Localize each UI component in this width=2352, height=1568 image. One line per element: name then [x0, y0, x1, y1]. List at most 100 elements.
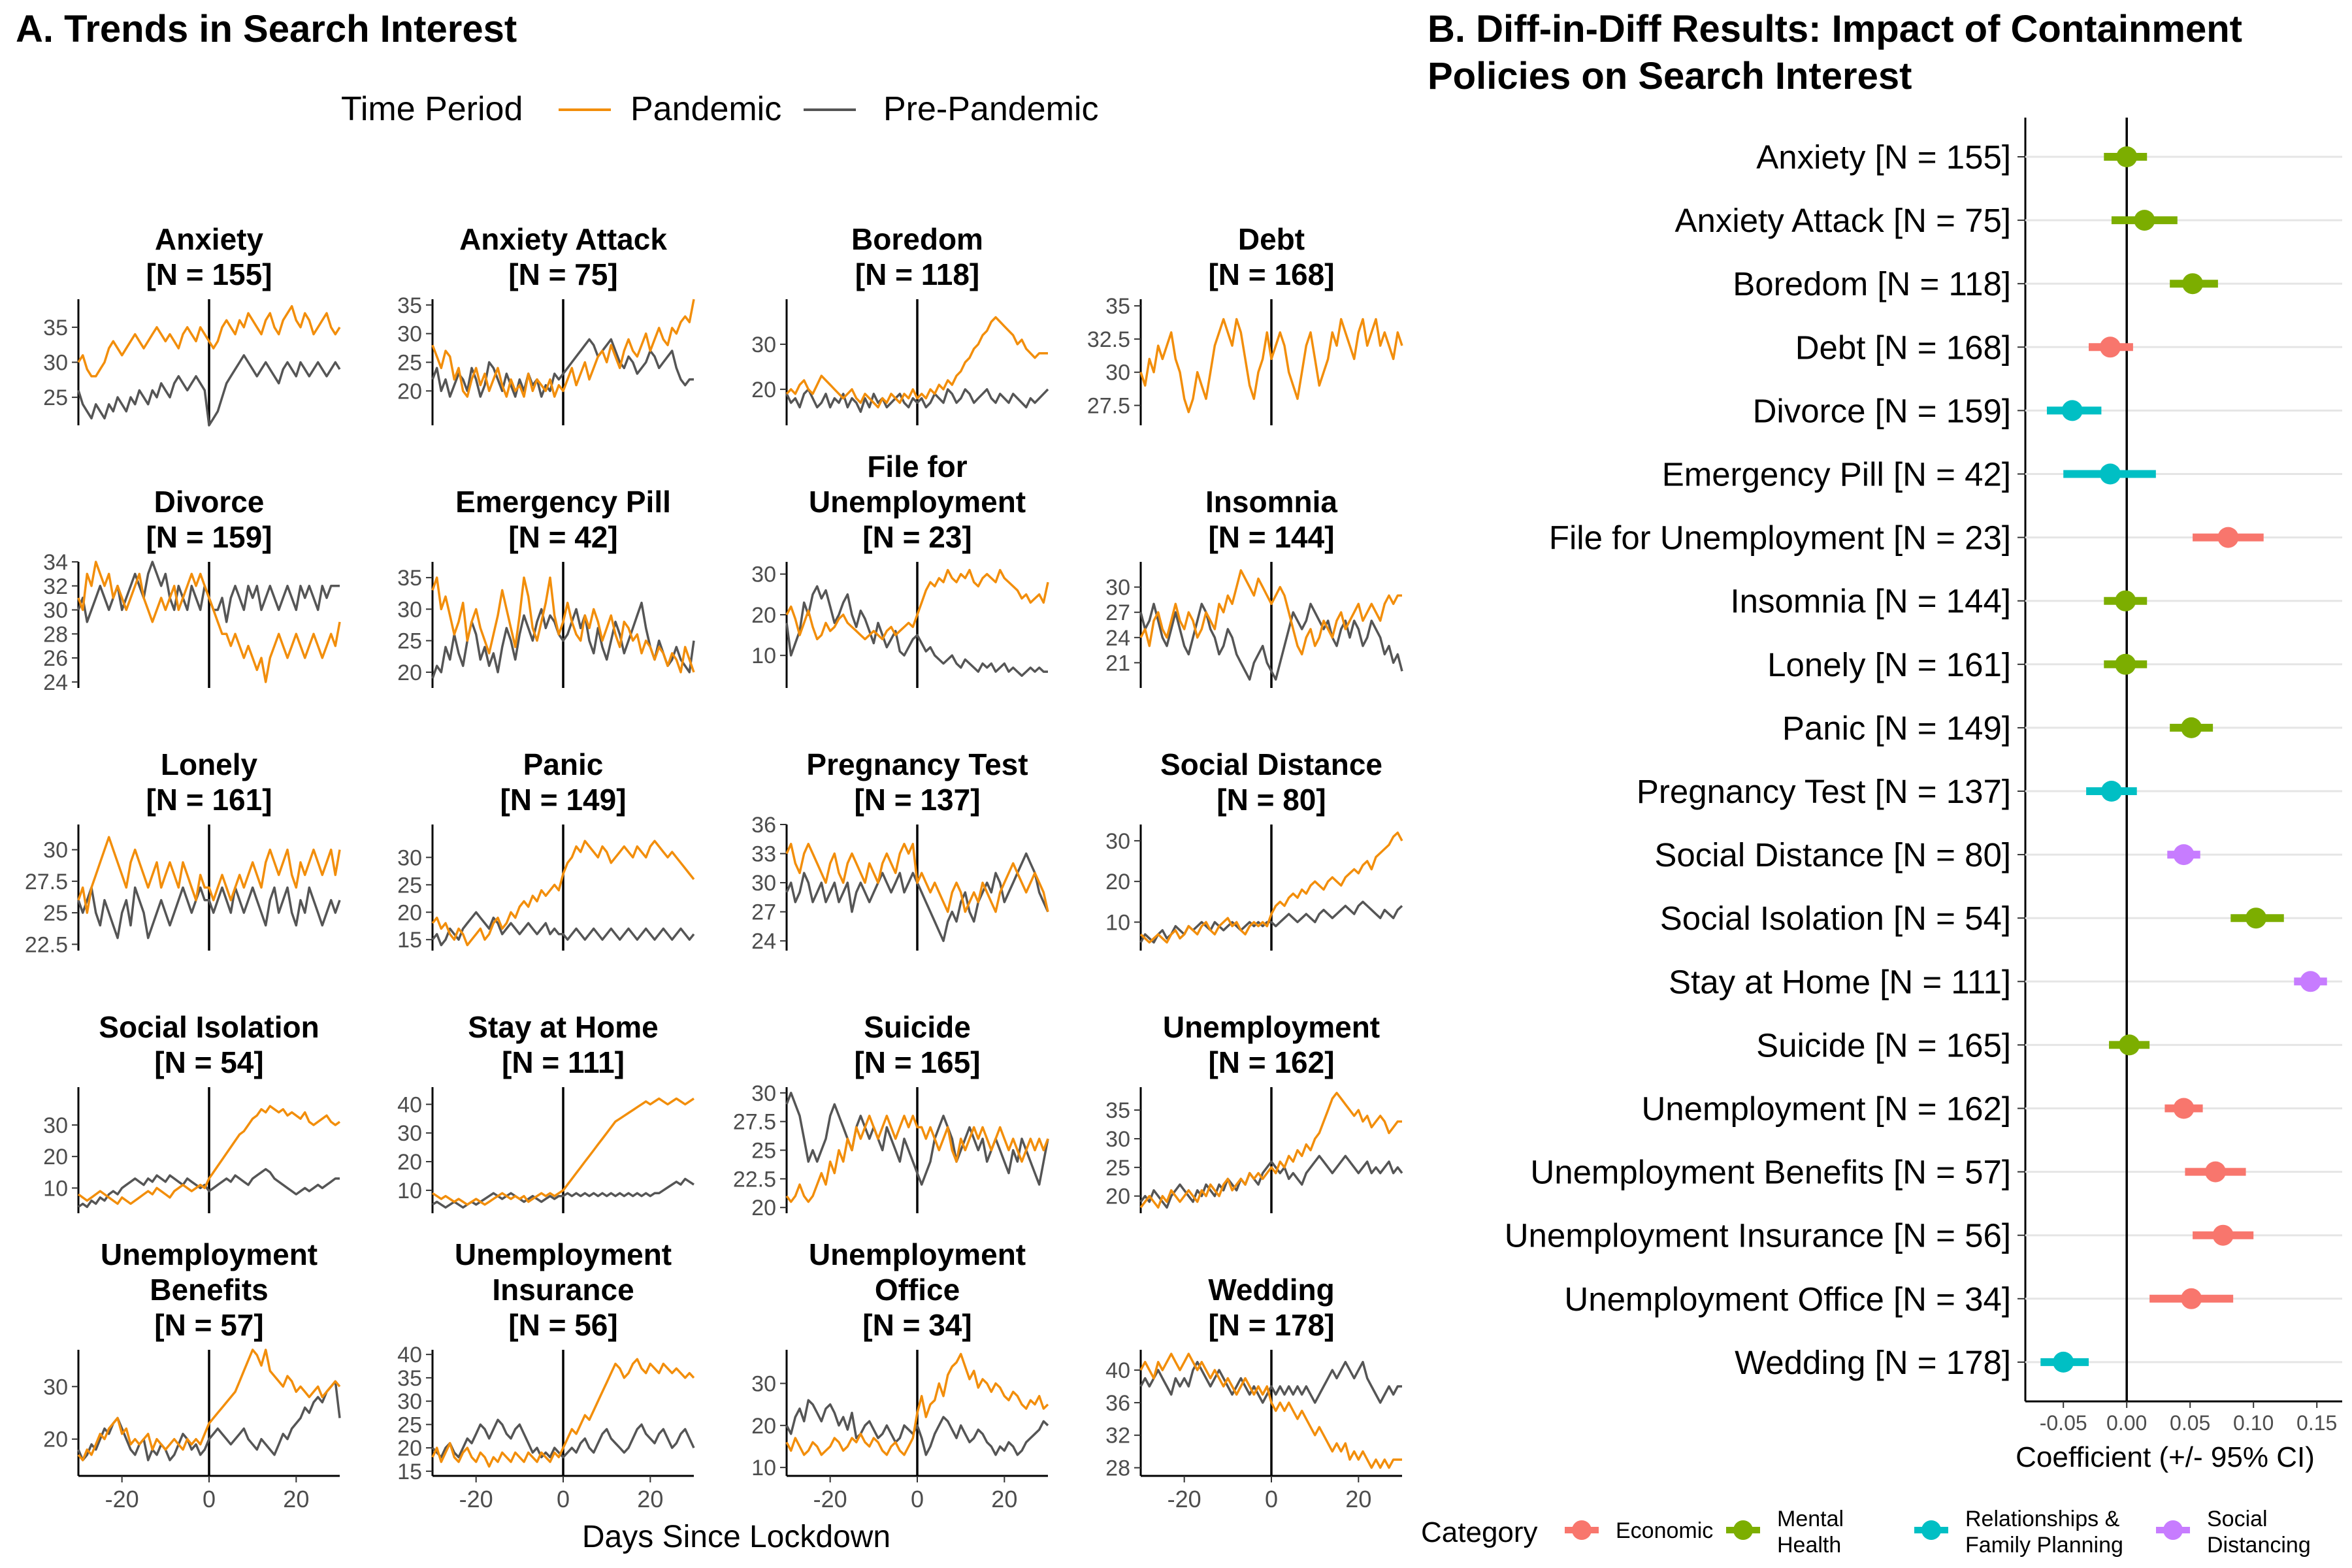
forest-x-tick-label: 0.05 [2170, 1411, 2210, 1435]
facet-y-tick-label: 10 [397, 1179, 422, 1203]
coefficient-point [2115, 590, 2136, 612]
coefficient-point [2134, 210, 2155, 231]
facet-title: Debt [1238, 222, 1305, 256]
facet-y-tick-label: 20 [397, 379, 422, 404]
facet-y-tick-label: 27 [1105, 600, 1130, 625]
facet-title: Anxiety Attack [459, 222, 667, 256]
facet-title: Office [875, 1273, 960, 1307]
pandemic-line [785, 842, 1049, 913]
facet-title: [N = 162] [1208, 1045, 1334, 1079]
legend-key-point [2163, 1520, 2183, 1540]
facet-y-tick-label: 35 [397, 1366, 422, 1391]
facet-panel: Debt[N = 168] 27.5 30 32.5 35 [1087, 222, 1403, 425]
pandemic-line [77, 561, 341, 683]
facet-x-tick-label: 20 [991, 1486, 1017, 1512]
coefficient-point [2116, 146, 2138, 167]
forest-row-label: Debt [N = 168] [1795, 329, 2011, 366]
pandemic-line [431, 299, 695, 398]
legend-key-point [1921, 1520, 1941, 1540]
pandemic-line [1139, 1352, 1402, 1469]
panel-b-title-line2: Policies on Search Interest [1428, 55, 1912, 97]
facet-y-tick-label: 28 [1105, 1456, 1130, 1481]
forest-row-label: Unemployment Insurance [N = 56] [1505, 1217, 2011, 1254]
facet-y-tick-label: 22.5 [733, 1167, 776, 1192]
facet-y-tick-label: 20 [751, 1196, 776, 1220]
facet-y-tick-label: 40 [1105, 1358, 1130, 1383]
facet-panel: Lonely[N = 161] 22.5 25 27.5 30 [25, 747, 341, 957]
facet-x-tick-label: -20 [459, 1486, 493, 1512]
pre-pandemic-line [77, 886, 341, 939]
facet-title: [N = 34] [862, 1308, 972, 1342]
facet-panel: Social Isolation[N = 54] 10 20 30 [43, 1010, 341, 1213]
facet-title: [N = 165] [854, 1045, 980, 1079]
pandemic-line [785, 568, 1049, 641]
pandemic-line [431, 576, 695, 674]
facet-y-tick-label: 15 [397, 928, 422, 953]
facet-panel: Unemployment[N = 162] 20 25 30 35 [1105, 1010, 1403, 1213]
facet-panel: Emergency Pill[N = 42] 20 25 30 35 [397, 485, 695, 688]
facet-y-tick-label: 30 [1105, 576, 1130, 600]
pre-pandemic-line [785, 585, 1048, 678]
facet-y-tick-label: 35 [397, 566, 422, 591]
coefficient-point [2246, 907, 2267, 929]
facet-y-tick-label: 35 [43, 316, 68, 340]
facet-y-tick-label: 24 [43, 670, 68, 695]
facet-y-tick-label: 30 [43, 598, 68, 623]
legend-item-label: Health [1777, 1533, 1841, 1558]
legend-key-point [1733, 1520, 1753, 1540]
facet-y-tick-label: 20 [751, 603, 776, 628]
facet-y-tick-label: 25 [397, 629, 422, 654]
facet-x-tick-label: 0 [911, 1486, 924, 1512]
pre-pandemic-line [77, 1380, 341, 1462]
facet-y-tick-label: 20 [43, 1145, 68, 1169]
facet-title: Divorce [154, 485, 265, 519]
facet-title: Social Isolation [99, 1010, 319, 1044]
forest-row-label: Divorce [N = 159] [1753, 392, 2011, 429]
facet-panel: Anxiety[N = 155] 25 30 35 [43, 222, 341, 427]
facet-y-tick-label: 10 [751, 644, 776, 668]
facet-y-tick-label: 27.5 [733, 1110, 776, 1135]
pandemic-line [77, 304, 341, 378]
facet-y-tick-label: 30 [43, 1375, 68, 1399]
facet-y-tick-label: 30 [1105, 361, 1130, 385]
facet-panel: Social Distance[N = 80] 10 20 30 [1105, 747, 1403, 951]
panel-a-x-axis-title: Days Since Lockdown [582, 1520, 890, 1554]
facet-title: Suicide [864, 1010, 971, 1044]
forest-row-label: Emergency Pill [N = 42] [1662, 456, 2011, 493]
forest-row-label: Suicide [N = 165] [1756, 1026, 2011, 1064]
facet-title: Lonely [161, 747, 258, 781]
facet-y-tick-label: 33 [751, 842, 776, 867]
facet-y-tick-label: 20 [397, 1436, 422, 1461]
facet-title: [N = 149] [500, 783, 626, 817]
facet-title: [N = 42] [508, 520, 617, 554]
facet-title: [N = 118] [855, 257, 980, 291]
facet-title: Unemployment [809, 1237, 1026, 1271]
forest-row-label: Anxiety Attack [N = 75] [1674, 202, 2011, 239]
facet-y-tick-label: 10 [43, 1176, 68, 1201]
pandemic-line [1139, 1092, 1402, 1209]
facet-y-tick-label: 30 [1105, 829, 1130, 854]
facet-y-tick-label: 25 [751, 1139, 776, 1164]
facet-y-tick-label: 27 [751, 900, 776, 925]
facet-y-tick-label: 25 [397, 873, 422, 898]
forest-row-label: Pregnancy Test [N = 137] [1637, 773, 2011, 810]
facet-y-tick-label: 25 [397, 351, 422, 376]
facet-x-tick-label: 0 [203, 1486, 216, 1512]
facet-y-tick-label: 30 [751, 871, 776, 896]
facet-y-tick-label: 32 [43, 574, 68, 599]
facet-title: Insomnia [1205, 485, 1337, 519]
facet-y-tick-label: 36 [1105, 1391, 1130, 1416]
facet-y-tick-label: 30 [751, 1371, 776, 1396]
coefficient-point [2173, 1098, 2195, 1119]
facet-y-tick-label: 26 [43, 646, 68, 671]
facet-y-tick-label: 40 [397, 1343, 422, 1367]
